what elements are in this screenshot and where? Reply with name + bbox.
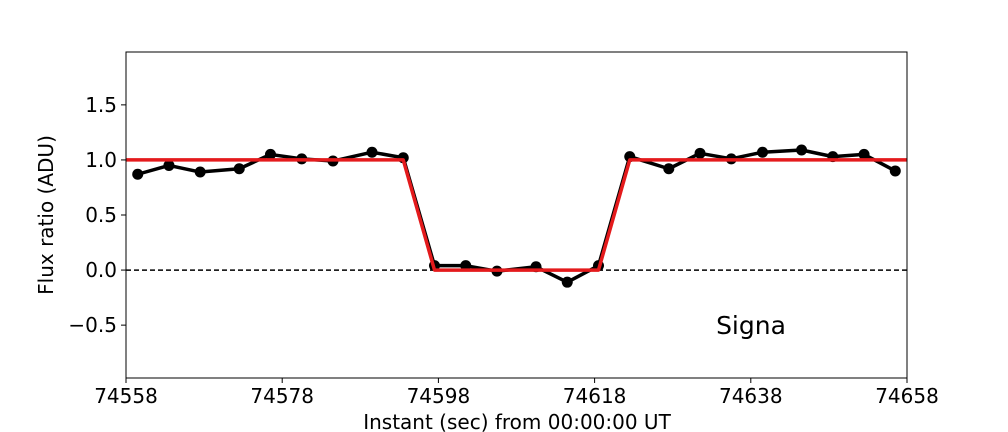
x-tick-label: 74638 [719, 384, 783, 408]
data-point [757, 146, 769, 158]
plot-area [126, 144, 907, 288]
series-line [137, 148, 897, 284]
x-tick-label: 74558 [94, 384, 158, 408]
y-tick-label: 0.5 [85, 203, 117, 227]
series-line [126, 158, 907, 272]
x-tick-label: 74598 [407, 384, 471, 408]
data-point [889, 165, 901, 177]
data-point [132, 168, 144, 180]
y-tick-label: 1.0 [85, 148, 117, 172]
data-point [663, 163, 675, 175]
data-point [858, 148, 870, 160]
data-point [561, 276, 573, 288]
x-tick-label: 74578 [250, 384, 314, 408]
data-point [796, 144, 808, 156]
x-tick-label: 74658 [875, 384, 939, 408]
data-point [233, 163, 245, 175]
x-tick-label: 74618 [563, 384, 627, 408]
data-point [694, 147, 706, 159]
plot-frame [125, 51, 908, 379]
annotation: Signa [716, 311, 786, 340]
data-point [163, 159, 175, 171]
x-axis-label: Instant (sec) from 00:00:00 UT [363, 410, 671, 432]
data-point [264, 148, 276, 160]
data-point [366, 146, 378, 158]
y-tick-label: 0.0 [85, 258, 117, 282]
y-axis-label: Flux ratio (ADU) [34, 135, 58, 295]
data-point [194, 166, 206, 178]
y-tick-label: 1.5 [85, 93, 117, 117]
y-tick-label: −0.5 [68, 313, 117, 337]
